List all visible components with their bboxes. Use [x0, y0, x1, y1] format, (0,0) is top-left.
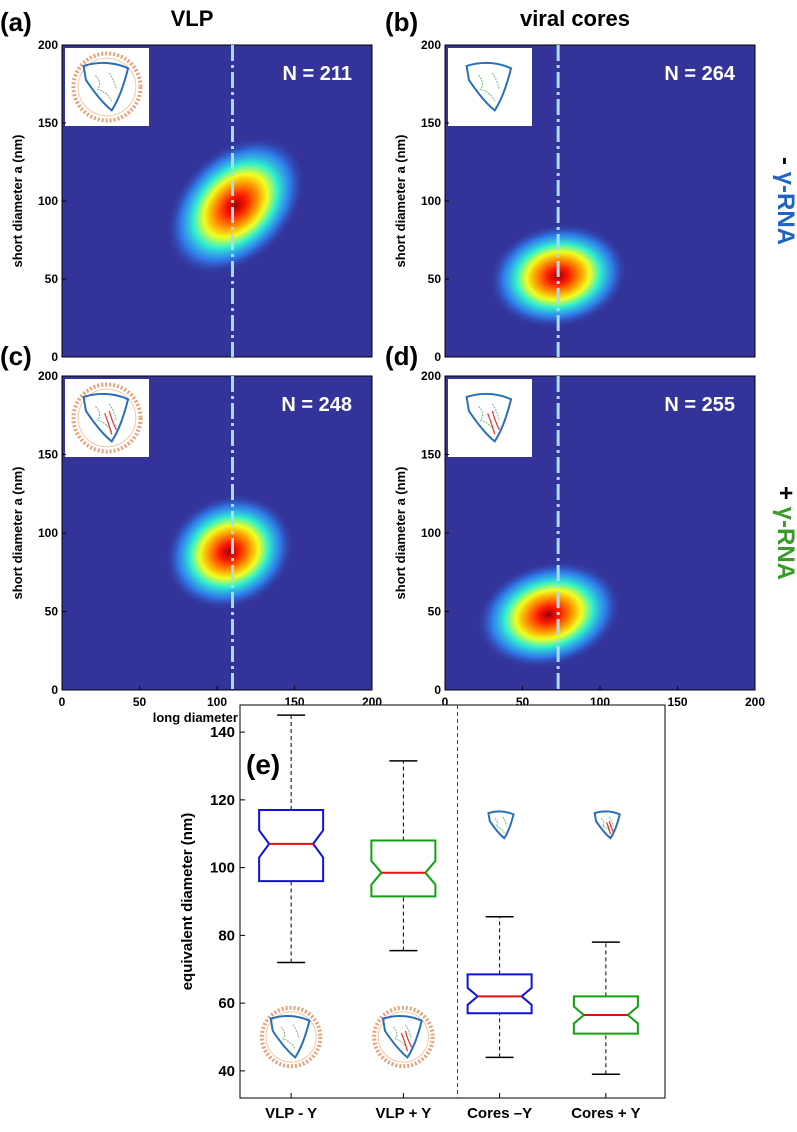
- count-annotation: N = 255: [664, 394, 735, 416]
- y-tick-label: 0: [434, 683, 441, 697]
- row-label-text: γ-RNA: [772, 172, 797, 245]
- icon-shell-inner: [77, 388, 137, 448]
- panel-label: (c): [0, 341, 32, 371]
- icon-rna: [494, 816, 508, 834]
- x-tick-label: VLP - Y: [265, 1105, 317, 1122]
- row-label: + γ-RNA: [772, 486, 797, 580]
- icon-red-rna: [605, 820, 614, 835]
- density-peak: [165, 135, 306, 276]
- x-tick-label: Cores + Y: [571, 1105, 640, 1122]
- y-tick-label: 80: [218, 927, 235, 944]
- y-tick-label: 0: [51, 350, 58, 364]
- x-tick-label: VLP + Y: [376, 1105, 432, 1122]
- icon-shell-inner: [77, 57, 137, 117]
- y-tick-label: 100: [210, 860, 235, 877]
- x-tick-label: 200: [745, 695, 765, 709]
- row-label-sign: -: [772, 157, 797, 165]
- x-tick-label: 100: [207, 695, 227, 709]
- y-axis-label: short diameter a (nm): [10, 467, 25, 600]
- icon-rna: [280, 1024, 300, 1050]
- icon-shell: [71, 382, 143, 454]
- icon-rna: [477, 72, 500, 102]
- y-tick-label: 150: [38, 448, 58, 462]
- y-tick-label: 50: [45, 272, 59, 286]
- panel-label: (b): [385, 7, 418, 37]
- y-tick-label: 140: [210, 724, 235, 741]
- row-label-text: γ-RNA: [772, 507, 797, 580]
- y-axis-label: short diameter a (nm): [10, 135, 25, 268]
- y-tick-label: 50: [428, 272, 442, 286]
- panel-label: (a): [0, 7, 32, 37]
- icon-core: [487, 810, 515, 840]
- x-tick-label: 0: [59, 695, 66, 709]
- icon-core: [465, 392, 513, 443]
- y-axis-label: equivalent diameter (nm): [179, 813, 196, 991]
- y-tick-label: 200: [421, 38, 441, 52]
- notched-box: [258, 809, 325, 883]
- notched-box: [370, 839, 437, 898]
- y-tick-label: 0: [51, 683, 58, 697]
- icon-core: [465, 61, 513, 112]
- icon-shell: [71, 51, 143, 123]
- y-tick-label: 150: [38, 116, 58, 130]
- x-tick-label: 0: [442, 695, 449, 709]
- row-label: - γ-RNA: [772, 157, 797, 245]
- icon-red-rna: [104, 410, 117, 435]
- column-title: VLP: [171, 6, 214, 31]
- y-tick-label: 50: [428, 605, 442, 619]
- y-tick-label: 100: [38, 194, 58, 208]
- column-title: viral cores: [520, 6, 630, 31]
- row-label-sign: +: [772, 486, 797, 500]
- icon-core: [593, 810, 621, 840]
- y-tick-label: 100: [38, 526, 58, 540]
- panel-label: (e): [246, 749, 280, 780]
- y-tick-label: 200: [38, 369, 58, 383]
- panel-label: (d): [385, 341, 418, 371]
- inset-icon-box: [65, 48, 149, 126]
- density-peak: [164, 493, 295, 611]
- icon-red-rna: [487, 410, 500, 435]
- count-annotation: N = 264: [664, 63, 735, 85]
- icon-rna: [477, 403, 500, 433]
- density-peak: [475, 560, 623, 670]
- icon-shell: [372, 1005, 435, 1069]
- notched-box: [466, 973, 533, 1015]
- y-tick-label: 150: [421, 448, 441, 462]
- icon-shell: [259, 1005, 323, 1069]
- count-annotation: N = 248: [281, 394, 352, 416]
- inset-icon-box: [479, 800, 524, 850]
- icon-shell-inner: [377, 1011, 430, 1063]
- icon-rna: [94, 72, 117, 102]
- y-tick-label: 150: [421, 116, 441, 130]
- icon-red-rna: [400, 1030, 413, 1052]
- x-tick-label: Cores –Y: [467, 1105, 532, 1122]
- inset-icon-box: [448, 48, 532, 126]
- icon-rna: [392, 1024, 413, 1050]
- y-tick-label: 40: [218, 1063, 235, 1080]
- y-tick-label: 50: [45, 605, 59, 619]
- inset-icon-box: [257, 1003, 326, 1071]
- y-tick-label: 0: [434, 350, 441, 364]
- count-annotation: N = 211: [282, 63, 352, 85]
- notched-box: [572, 995, 639, 1035]
- y-axis-label: short diameter a (nm): [393, 467, 408, 600]
- icon-core: [381, 1015, 423, 1059]
- icon-core: [82, 61, 130, 112]
- icon-shell-inner: [265, 1011, 317, 1063]
- y-tick-label: 200: [38, 38, 58, 52]
- y-tick-label: 100: [421, 526, 441, 540]
- y-tick-label: 100: [421, 194, 441, 208]
- y-tick-label: 120: [210, 792, 235, 809]
- x-tick-label: 150: [667, 695, 687, 709]
- icon-rna: [94, 403, 117, 433]
- x-tick-label: 50: [133, 695, 147, 709]
- icon-core: [269, 1015, 311, 1059]
- icon-core: [82, 392, 130, 443]
- y-tick-label: 200: [421, 369, 441, 383]
- y-axis-label: short diameter a (nm): [393, 135, 408, 268]
- y-tick-label: 60: [218, 995, 235, 1012]
